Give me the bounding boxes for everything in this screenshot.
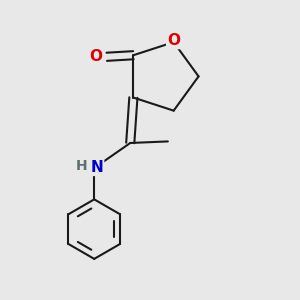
Text: O: O bbox=[89, 49, 102, 64]
Text: N: N bbox=[90, 160, 103, 175]
Text: O: O bbox=[167, 33, 180, 48]
Text: H: H bbox=[75, 158, 87, 172]
